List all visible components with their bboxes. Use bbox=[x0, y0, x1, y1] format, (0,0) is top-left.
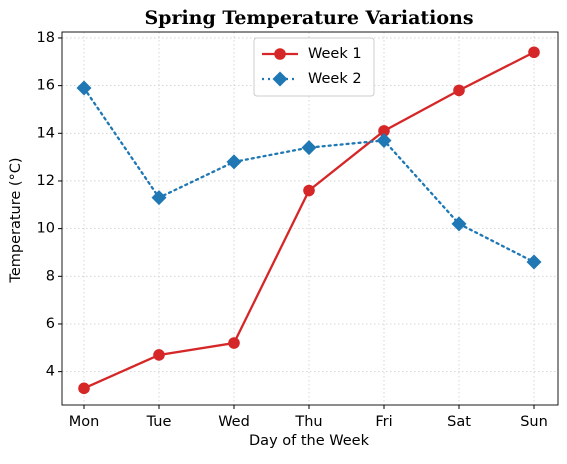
y-tick-label: 8 bbox=[46, 268, 55, 284]
x-tick-label: Tue bbox=[146, 414, 172, 430]
plot-frame bbox=[61, 31, 559, 406]
legend-label: Week 1 bbox=[308, 46, 362, 62]
y-axis-label: Temperature (°C) bbox=[8, 157, 24, 283]
x-tick-label: Wed bbox=[218, 414, 250, 430]
y-tick-label: 4 bbox=[46, 364, 55, 380]
marker bbox=[453, 84, 465, 97]
x-axis-label: Day of the Week bbox=[249, 433, 370, 449]
x-tick-label: Sun bbox=[520, 414, 548, 430]
y-tick-label: 12 bbox=[37, 173, 55, 189]
marker bbox=[78, 382, 90, 395]
y-tick-label: 14 bbox=[37, 125, 55, 141]
x-tick-label: Mon bbox=[69, 414, 100, 430]
y-tick-label: 16 bbox=[37, 78, 55, 94]
series-line bbox=[82, 86, 536, 264]
x-tick-label: Sat bbox=[447, 414, 471, 430]
marker bbox=[228, 337, 240, 349]
marker bbox=[378, 125, 390, 137]
marker bbox=[226, 154, 242, 170]
x-tick-label: Thu bbox=[294, 414, 322, 430]
marker bbox=[76, 80, 92, 96]
y-tick-label: 6 bbox=[46, 316, 55, 332]
marker bbox=[153, 349, 165, 361]
marker bbox=[528, 46, 540, 59]
legend-marker bbox=[274, 48, 286, 60]
x-tick-label: Fri bbox=[375, 414, 392, 430]
y-tick-label: 18 bbox=[37, 30, 55, 46]
marker bbox=[151, 190, 167, 206]
marker bbox=[376, 132, 392, 148]
y-tick-label: 10 bbox=[37, 221, 55, 237]
marker bbox=[301, 140, 317, 156]
marker bbox=[303, 184, 315, 197]
marker bbox=[451, 216, 467, 232]
legend-marker bbox=[272, 71, 288, 87]
legend-label: Week 2 bbox=[308, 71, 362, 87]
chart-title: Spring Temperature Variations bbox=[144, 7, 473, 29]
marker bbox=[526, 254, 542, 270]
